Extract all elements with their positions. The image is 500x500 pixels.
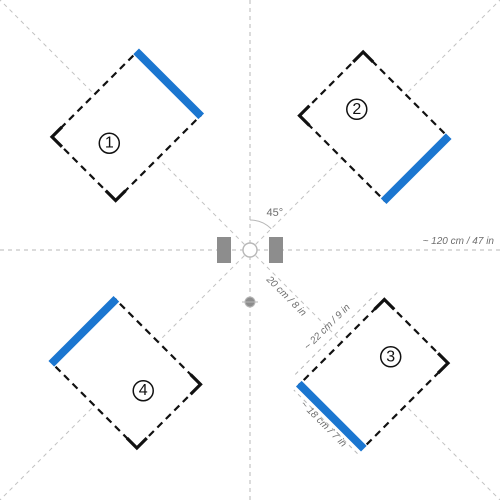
dim-center-marker: 20 cm / 8 in (263, 274, 308, 319)
dim-height: ~ 120 cm / 47 in (423, 236, 495, 247)
svg-text:20 cm / 8 in: 20 cm / 8 in (263, 274, 308, 319)
panel-label: 2 (347, 99, 367, 119)
panel-number: 3 (386, 348, 395, 365)
panel-number: 2 (352, 101, 361, 118)
panel-label: 1 (99, 133, 119, 153)
center-marker (243, 243, 257, 257)
center-module (217, 237, 231, 263)
center-module (269, 237, 283, 263)
panel-label: 3 (381, 347, 401, 367)
angle-arc (250, 220, 271, 229)
panel-number: 4 (139, 382, 148, 399)
panel-number: 1 (105, 135, 114, 152)
panel-label: 4 (133, 381, 153, 401)
angle-label: 45° (267, 207, 284, 219)
